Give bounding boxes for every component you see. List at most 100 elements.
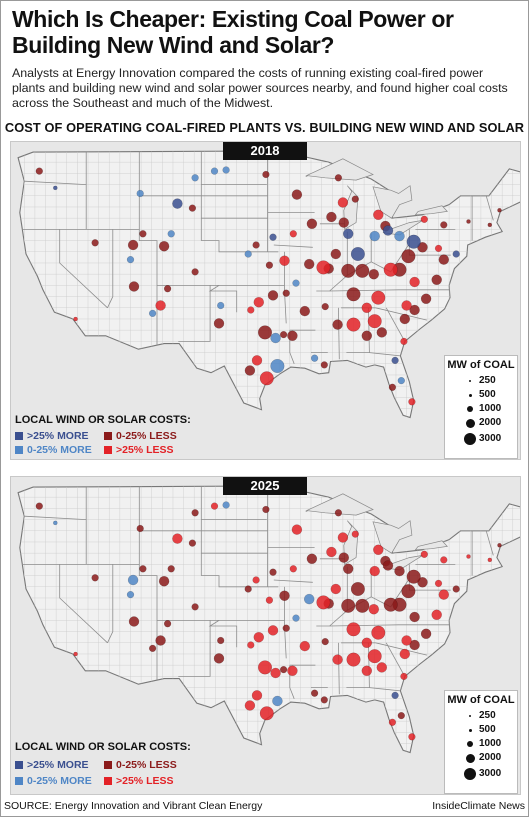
coal-plant-marker: [361, 665, 372, 677]
legend-item-less25-2025: >25% LESS: [104, 775, 174, 787]
size-dot-250: [469, 380, 471, 382]
map-2018-svg: [17, 150, 520, 419]
coal-plant-marker: [269, 568, 277, 576]
size-label-1000: 1000: [479, 403, 502, 414]
size-row-1000: 1000: [445, 737, 517, 751]
coal-plant-marker: [291, 524, 303, 535]
coal-plant-marker: [172, 533, 183, 544]
coal-plant-marker: [272, 695, 283, 707]
coal-plant-marker: [361, 302, 372, 314]
legend-item-more25-2025: >25% MORE: [15, 759, 89, 771]
coal-plant-marker: [391, 691, 399, 700]
coal-plant-marker: [337, 532, 349, 543]
intro-text: Analysts at Energy Innovation compared t…: [12, 66, 508, 110]
legend-label-more25: >25% MORE: [27, 430, 89, 442]
coal-plant-marker: [355, 598, 370, 613]
size-legend-title: MW of COAL: [447, 694, 515, 706]
size-label-2000: 2000: [479, 417, 502, 428]
coal-plant-marker: [267, 625, 279, 636]
lake-shape: [305, 158, 374, 181]
size-dot-500: [468, 393, 472, 397]
coal-plant-marker: [346, 652, 361, 667]
legend-title-2025: LOCAL WIND OR SOLAR COSTS:: [15, 741, 191, 753]
map-2025: 2025 LOCAL WIND OR SOLAR COSTS: >25% MOR…: [10, 476, 521, 795]
size-row-1000: 1000: [445, 402, 517, 416]
coal-plant-marker: [376, 327, 387, 338]
coal-plant-marker: [270, 358, 285, 373]
legend-label-more25: >25% MORE: [27, 759, 89, 771]
coal-plant-marker: [487, 557, 492, 563]
legend-title-2018: LOCAL WIND OR SOLAR COSTS:: [15, 414, 191, 426]
coal-plant-marker: [188, 539, 197, 547]
size-dot-2000: [465, 418, 475, 428]
coal-plant-marker: [337, 197, 349, 208]
coal-plant-marker: [341, 263, 356, 278]
coal-plant-marker: [316, 595, 331, 610]
coal-plant-marker: [497, 208, 502, 213]
coal-plant-marker: [438, 589, 449, 600]
coal-plant-marker: [251, 690, 263, 701]
swatch-more0-25: [15, 777, 23, 785]
size-row-250: 250: [445, 709, 517, 723]
coal-plant-marker: [346, 287, 361, 302]
coal-plant-marker: [35, 502, 43, 510]
legend-label-less0-25: 0-25% LESS: [116, 759, 177, 771]
coal-plant-marker: [139, 230, 147, 238]
coal-plant-marker: [368, 603, 379, 615]
coal-plant-marker: [269, 233, 277, 241]
coal-plant-marker: [408, 733, 416, 741]
coal-plant-marker: [213, 653, 225, 664]
coal-plant-marker: [279, 590, 290, 601]
year-badge-2018: 2018: [223, 142, 307, 160]
swatch-more25: [15, 761, 23, 769]
coal-plant-marker: [311, 354, 319, 362]
coal-plant-marker: [367, 649, 382, 664]
coal-plant-marker: [316, 260, 331, 275]
coal-plant-marker: [373, 544, 384, 556]
size-label-500: 500: [479, 724, 496, 735]
coal-plant-marker: [466, 219, 471, 224]
state-borders: [22, 151, 494, 364]
coal-plant-marker: [252, 576, 260, 584]
coal-plant-marker: [259, 706, 274, 721]
coal-plant-marker: [257, 660, 272, 675]
size-dot-2000: [465, 753, 475, 763]
coal-plant-marker: [299, 640, 310, 652]
size-row-500: 500: [445, 388, 517, 402]
swatch-more0-25: [15, 446, 23, 454]
size-label-1000: 1000: [479, 738, 502, 749]
coal-plant-marker: [388, 383, 397, 391]
coal-plant-marker: [420, 293, 432, 305]
coal-plant-marker: [306, 218, 318, 230]
coal-plant-marker: [401, 584, 416, 599]
coal-plant-marker: [434, 244, 443, 253]
coal-plant-marker: [252, 241, 260, 249]
coal-plant-marker: [452, 585, 460, 593]
coal-plant-marker: [149, 309, 157, 318]
coal-plant-marker: [191, 174, 199, 182]
coal-plant-marker: [420, 550, 428, 558]
map-subtitle: COST OF OPERATING COAL-FIRED PLANTS VS. …: [4, 120, 525, 135]
coal-plant-marker: [289, 565, 297, 573]
legend-item-more25-2018: >25% MORE: [15, 430, 89, 442]
coal-plant-marker: [270, 332, 281, 344]
coal-plant-marker: [452, 250, 460, 258]
page-title: Which Is Cheaper: Existing Coal Power or…: [12, 6, 454, 58]
coal-plant-marker: [291, 189, 303, 200]
coal-plant-marker: [155, 635, 166, 646]
coal-plant-marker: [280, 331, 288, 339]
coal-plant-marker: [320, 361, 328, 369]
coal-plant-marker: [158, 575, 170, 587]
coal-plant-marker: [127, 574, 139, 586]
coal-plant-marker: [139, 565, 147, 573]
coal-plant-marker: [164, 620, 172, 628]
coal-plant-marker: [172, 198, 183, 209]
coal-plant-marker: [210, 502, 219, 510]
legend-label-less0-25: 0-25% LESS: [116, 430, 177, 442]
coal-plant-marker: [217, 636, 225, 645]
coal-plant-marker: [253, 631, 265, 643]
map-2025-svg: [17, 485, 520, 754]
lake-shape: [414, 205, 449, 216]
coal-plant-marker: [361, 637, 372, 649]
coal-plant-marker: [299, 305, 310, 317]
